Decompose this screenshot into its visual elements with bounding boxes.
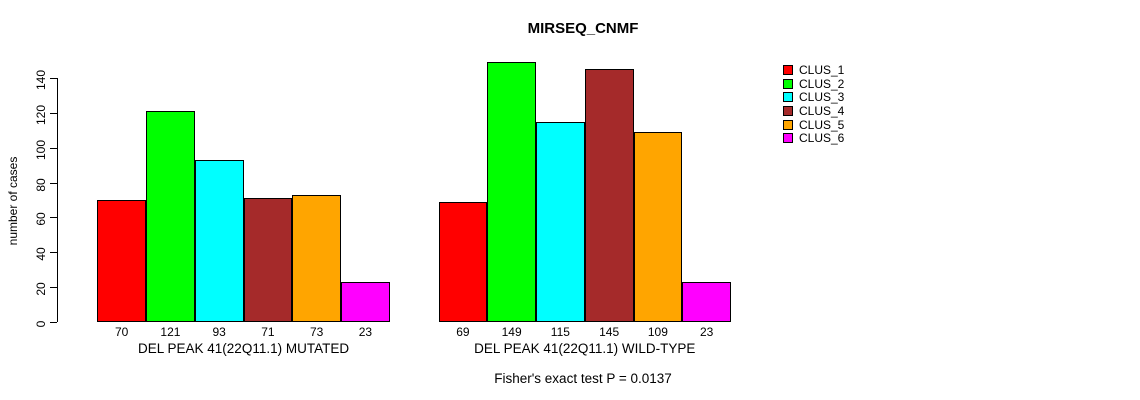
bar-value-label: 70 <box>114 325 129 339</box>
chart-title: MIRSEQ_CNMF <box>527 20 639 37</box>
legend-swatch <box>783 119 793 130</box>
y-tick <box>50 322 57 323</box>
bar-value-label: 145 <box>599 325 620 339</box>
bar-value-label: 73 <box>309 325 324 339</box>
bar-clus_6 <box>341 281 390 322</box>
bar-value-label: 23 <box>699 325 714 339</box>
y-tick-label-text: 140 <box>34 69 48 91</box>
bar-clus_4 <box>584 69 634 322</box>
bar-clus_5 <box>292 194 342 322</box>
group-label: DEL PEAK 41(22Q11.1) MUTATED <box>138 341 350 356</box>
bar-value-label: 71 <box>261 325 275 339</box>
legend-label: CLUS_2 <box>799 76 845 91</box>
legend-item-clus_2: CLUS_2 <box>783 77 844 91</box>
bar-value-label: 121 <box>160 325 181 339</box>
legend-label: CLUS_6 <box>799 131 845 146</box>
legend-label: CLUS_5 <box>799 117 845 132</box>
legend-label: CLUS_3 <box>799 90 845 105</box>
bar-clus_3 <box>536 121 585 322</box>
y-tick <box>50 287 57 289</box>
y-tick-label-text: 20 <box>34 282 48 296</box>
legend-item-clus_3: CLUS_3 <box>783 90 844 104</box>
legend-swatch <box>783 78 793 89</box>
y-tick-label-text: 120 <box>34 104 48 125</box>
legend-item-clus_5: CLUS_5 <box>783 118 844 132</box>
legend-item-clus_4: CLUS_4 <box>783 104 844 118</box>
y-axis-title-text: number of cases <box>6 156 20 246</box>
y-tick-label-text: 0 <box>34 320 48 328</box>
y-tick <box>50 217 57 219</box>
legend-swatch <box>783 64 793 75</box>
bar-value-label: 115 <box>550 325 570 339</box>
legend: CLUS_1 CLUS_2 CLUS_3 CLUS_4 CLUS_5 CLUS_6 <box>783 63 844 145</box>
legend-item-clus_1: CLUS_1 <box>783 63 844 77</box>
legend-swatch <box>783 92 793 103</box>
bar-clus_1 <box>97 200 147 322</box>
y-tick <box>50 147 57 149</box>
bar-clus_2 <box>487 62 536 322</box>
bar-clus_1 <box>438 201 488 322</box>
legend-label: CLUS_1 <box>799 62 845 77</box>
bar-value-label: 93 <box>212 325 226 339</box>
legend-swatch <box>783 105 793 116</box>
bar-value-label: 109 <box>647 325 668 339</box>
bar-value-label: 69 <box>456 325 470 339</box>
y-tick <box>50 252 57 254</box>
y-axis-line <box>57 78 58 322</box>
y-tick-label-text: 60 <box>34 212 48 227</box>
y-tick <box>50 182 57 184</box>
fisher-test-annotation: Fisher's exact test P = 0.0137 <box>494 371 672 386</box>
legend-label: CLUS_4 <box>799 103 845 118</box>
bar-clus_4 <box>243 198 293 322</box>
y-tick-label-text: 80 <box>34 177 48 192</box>
legend-item-clus_6: CLUS_6 <box>783 131 844 145</box>
bar-clus_5 <box>633 132 683 322</box>
bar-value-label: 149 <box>501 325 522 339</box>
y-tick <box>50 112 57 114</box>
y-tick-label-text: 40 <box>34 247 48 261</box>
bar-clus_3 <box>194 159 244 322</box>
legend-swatch <box>783 133 793 144</box>
bar-clus_2 <box>146 111 195 322</box>
group-label: DEL PEAK 41(22Q11.1) WILD-TYPE <box>474 341 696 356</box>
y-tick <box>50 78 57 79</box>
bar-clus_6 <box>682 281 731 322</box>
bar-value-label: 23 <box>358 325 373 339</box>
y-tick-label-text: 100 <box>34 139 48 160</box>
